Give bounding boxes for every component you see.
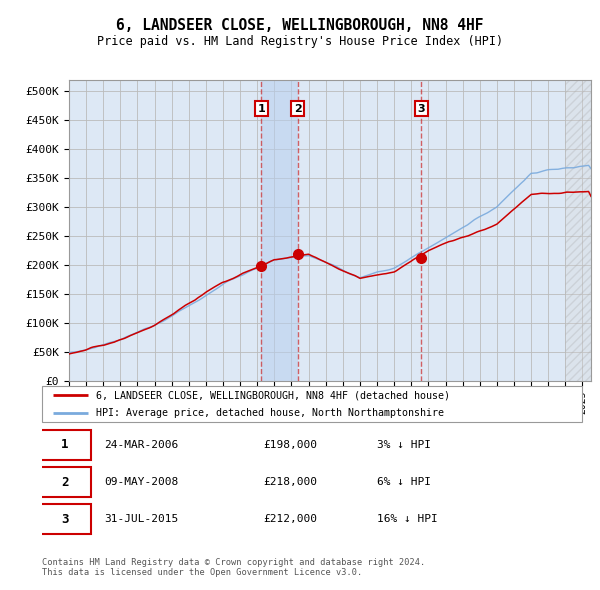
Text: 24-MAR-2006: 24-MAR-2006: [104, 440, 178, 450]
FancyBboxPatch shape: [40, 467, 91, 497]
Text: £198,000: £198,000: [263, 440, 317, 450]
Bar: [565, 80, 591, 381]
Text: 6% ↓ HPI: 6% ↓ HPI: [377, 477, 431, 487]
Text: 09-MAY-2008: 09-MAY-2008: [104, 477, 178, 487]
Text: Contains HM Land Registry data © Crown copyright and database right 2024.
This d: Contains HM Land Registry data © Crown c…: [42, 558, 425, 577]
Text: 3: 3: [418, 104, 425, 114]
Text: 6, LANDSEER CLOSE, WELLINGBOROUGH, NN8 4HF: 6, LANDSEER CLOSE, WELLINGBOROUGH, NN8 4…: [116, 18, 484, 32]
Text: 2: 2: [61, 476, 68, 489]
FancyBboxPatch shape: [40, 504, 91, 534]
Text: £218,000: £218,000: [263, 477, 317, 487]
FancyBboxPatch shape: [42, 386, 582, 422]
Text: 3: 3: [61, 513, 68, 526]
Text: 31-JUL-2015: 31-JUL-2015: [104, 514, 178, 524]
Text: 6, LANDSEER CLOSE, WELLINGBOROUGH, NN8 4HF (detached house): 6, LANDSEER CLOSE, WELLINGBOROUGH, NN8 4…: [96, 391, 450, 400]
Text: 1: 1: [257, 104, 265, 114]
Text: 2: 2: [294, 104, 302, 114]
FancyBboxPatch shape: [40, 430, 91, 460]
Text: Price paid vs. HM Land Registry's House Price Index (HPI): Price paid vs. HM Land Registry's House …: [97, 35, 503, 48]
Text: 1: 1: [61, 438, 68, 451]
Bar: [261, 80, 298, 381]
Text: 3% ↓ HPI: 3% ↓ HPI: [377, 440, 431, 450]
Text: 16% ↓ HPI: 16% ↓ HPI: [377, 514, 437, 524]
Text: £212,000: £212,000: [263, 514, 317, 524]
Text: HPI: Average price, detached house, North Northamptonshire: HPI: Average price, detached house, Nort…: [96, 408, 444, 418]
